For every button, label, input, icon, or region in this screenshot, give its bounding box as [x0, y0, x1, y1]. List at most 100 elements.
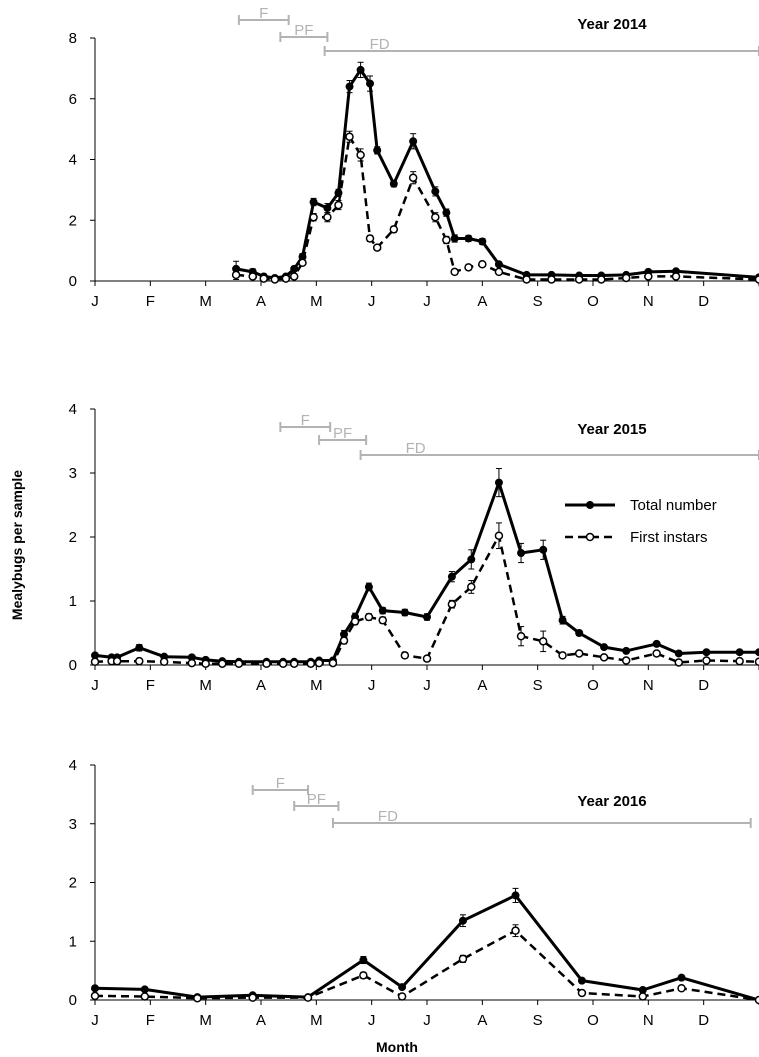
point-first-instars	[597, 275, 606, 284]
x-tick-label: N	[643, 677, 654, 694]
point-total	[577, 976, 586, 985]
x-tick-label: N	[643, 1012, 654, 1029]
point-first-instars	[231, 270, 241, 280]
phase-label: F	[276, 775, 285, 792]
point-total	[575, 629, 584, 637]
point-first-instars	[464, 263, 473, 272]
point-total	[450, 234, 459, 243]
phase-label: PF	[294, 22, 313, 39]
x-tick-label: M	[310, 1012, 323, 1029]
point-first-instars	[201, 659, 210, 668]
phase-label: F	[301, 412, 310, 429]
point-total	[677, 973, 686, 982]
point-first-instars	[652, 649, 661, 658]
y-tick-label: 6	[69, 91, 77, 108]
point-first-instars	[90, 991, 100, 1001]
x-axis-label: Month	[376, 1039, 418, 1055]
point-first-instars	[328, 658, 338, 668]
point-total	[600, 643, 609, 652]
legend-instars-label: First instars	[630, 529, 708, 546]
point-first-instars	[431, 212, 440, 222]
x-tick-label: D	[698, 293, 709, 310]
chart-2016: 0 1 2 3 4 J F M A M J J A S O N D F PF FD Year 2016 Month	[69, 757, 759, 1055]
point-first-instars	[140, 992, 150, 1001]
y-tick-label: 0	[69, 992, 77, 1009]
x-tick-label: J	[423, 1012, 431, 1029]
phase-label: PF	[333, 425, 352, 442]
point-total	[622, 646, 631, 655]
point-first-instars	[135, 656, 144, 666]
point-total	[539, 545, 548, 554]
point-first-instars	[599, 653, 609, 662]
x-tick-label: M	[310, 293, 323, 310]
x-tick-label: J	[423, 293, 431, 310]
phase-label: PF	[307, 791, 326, 808]
series-line-total	[235, 68, 759, 280]
y-tick-label: 2	[69, 529, 77, 546]
point-total	[467, 555, 476, 564]
y-tick-label: 8	[69, 30, 77, 47]
point-first-instars	[397, 992, 407, 1001]
point-total	[135, 643, 144, 652]
point-first-instars	[494, 267, 504, 277]
point-total	[140, 985, 149, 994]
point-first-instars	[621, 656, 631, 665]
series-line-first-instars	[94, 929, 759, 1002]
x-tick-label: O	[587, 293, 599, 310]
x-tick-label: J	[91, 677, 99, 694]
point-first-instars	[323, 212, 332, 222]
x-tick-label: F	[146, 677, 155, 694]
chart-2015: 0 1 2 3 4 J F M A M J J A S O N D F PF FD Year 2015	[69, 401, 759, 694]
point-total	[458, 916, 467, 925]
point-first-instars	[306, 659, 316, 668]
point-total	[378, 606, 387, 615]
point-total	[373, 146, 382, 155]
x-tick-label: M	[310, 677, 323, 694]
point-first-instars	[408, 173, 418, 182]
y-tick-label: 0	[69, 273, 77, 290]
point-first-instars	[677, 984, 686, 993]
point-total	[364, 582, 373, 591]
point-total	[735, 648, 744, 657]
legend-instars-marker	[585, 532, 595, 542]
point-first-instars	[467, 582, 476, 592]
point-first-instars	[248, 993, 257, 1002]
point-first-instars	[378, 615, 387, 625]
phase-label: F	[259, 5, 268, 22]
y-tick-label: 0	[69, 657, 77, 674]
x-tick-label: D	[698, 677, 709, 694]
point-first-instars	[450, 267, 459, 277]
point-total	[431, 187, 440, 196]
point-first-instars	[303, 993, 313, 1002]
point-total	[290, 264, 299, 273]
point-first-instars	[298, 258, 307, 268]
point-total	[494, 478, 503, 487]
y-tick-label: 4	[69, 757, 77, 774]
x-tick-label: O	[587, 1012, 599, 1029]
x-tick-label: F	[146, 1012, 155, 1029]
point-first-instars	[248, 272, 257, 281]
point-total	[755, 648, 759, 657]
y-tick-label: 3	[69, 465, 77, 482]
x-tick-label: N	[643, 293, 654, 310]
y-tick-label: 2	[69, 212, 77, 229]
x-tick-label: S	[533, 293, 543, 310]
point-total	[323, 204, 332, 213]
legend-total-marker	[586, 501, 594, 509]
point-first-instars	[193, 993, 202, 1003]
point-total	[511, 891, 520, 900]
x-tick-label: A	[477, 677, 487, 694]
shared-y-axis-label: Mealybugs per sample	[9, 470, 25, 620]
point-total	[442, 208, 451, 217]
x-tick-label: S	[533, 677, 543, 694]
point-first-instars	[359, 971, 368, 980]
point-first-instars	[511, 926, 520, 935]
point-first-instars	[671, 272, 681, 281]
point-total	[478, 237, 487, 246]
point-total	[389, 179, 398, 188]
phase-label: FD	[378, 808, 398, 825]
point-first-instars	[281, 274, 291, 283]
point-total	[400, 608, 409, 617]
y-tick-label: 4	[69, 401, 77, 418]
point-first-instars	[364, 612, 374, 622]
